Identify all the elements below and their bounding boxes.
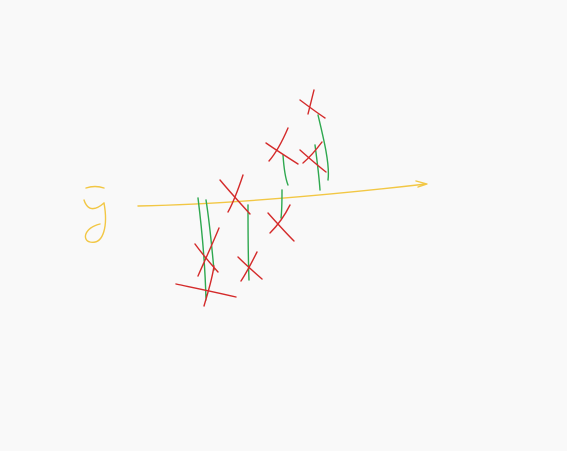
mean-line-arrowhead — [415, 180, 428, 188]
x-axis — [95, 315, 498, 355]
mean-label — [83, 185, 107, 243]
x-axis-label — [455, 372, 495, 428]
y-axis — [86, 28, 145, 378]
data-points — [175, 89, 327, 307]
x-axis-arrowhead — [448, 315, 498, 355]
y-axis-label — [30, 48, 70, 136]
data-point — [175, 265, 237, 307]
data-point — [237, 251, 263, 282]
residual-line — [317, 114, 330, 181]
residual-line — [197, 197, 207, 301]
data-point — [265, 127, 299, 165]
data-point — [299, 89, 326, 119]
data-point — [267, 204, 295, 242]
residual-line — [314, 144, 321, 191]
residual-line — [282, 154, 289, 186]
mean-line — [137, 180, 428, 207]
data-point — [299, 141, 327, 173]
y-axis-arrowhead — [86, 28, 145, 72]
residual-line — [280, 189, 283, 219]
residual-line — [205, 199, 215, 271]
mean-line-stroke — [137, 183, 427, 207]
data-point — [219, 174, 251, 215]
data-point — [194, 227, 220, 277]
y-axis-line — [124, 40, 135, 378]
x-axis-line — [95, 330, 495, 353]
